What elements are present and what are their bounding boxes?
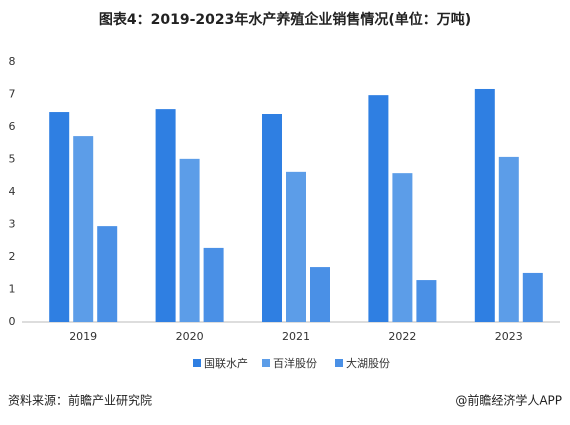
x-tick-label: 2019	[69, 330, 97, 343]
bar	[262, 114, 282, 322]
y-tick-label: 7	[9, 88, 16, 101]
bar	[310, 267, 330, 322]
bar	[498, 156, 519, 322]
x-tick-label: 2020	[176, 330, 204, 343]
legend-swatch	[193, 359, 201, 367]
bar	[49, 112, 70, 322]
x-tick-label: 2022	[388, 330, 416, 343]
y-tick-label: 1	[9, 283, 16, 296]
y-tick-label: 2	[9, 250, 16, 263]
y-tick-label: 3	[9, 218, 16, 231]
legend-label: 百洋股份	[273, 356, 317, 370]
bar	[73, 136, 94, 322]
chart-title: 图表4：2019-2023年水产养殖企业销售情况(单位：万吨)	[99, 11, 471, 28]
bar	[179, 158, 200, 322]
x-tick-label: 2021	[282, 330, 310, 343]
y-tick-label: 6	[9, 120, 16, 133]
source: 资料来源：前瞻产业研究院	[8, 393, 152, 408]
bar	[286, 171, 306, 322]
bar	[155, 109, 176, 322]
bar	[97, 226, 118, 322]
y-tick-label: 5	[9, 153, 16, 166]
bar	[522, 272, 543, 322]
legend-swatch	[262, 359, 270, 367]
watermark: @前瞻经济学人APP	[455, 393, 562, 408]
bar	[203, 247, 224, 322]
bar	[392, 173, 413, 322]
y-tick-label: 0	[9, 315, 16, 328]
bar	[416, 280, 437, 322]
legend-label: 国联水产	[204, 356, 248, 370]
legend-label: 大湖股份	[346, 356, 390, 370]
y-tick-label: 8	[9, 55, 16, 68]
bar	[368, 95, 389, 323]
legend-swatch	[335, 359, 343, 367]
y-tick-label: 4	[9, 185, 16, 198]
bar	[474, 88, 495, 322]
x-tick-label: 2023	[495, 330, 523, 343]
